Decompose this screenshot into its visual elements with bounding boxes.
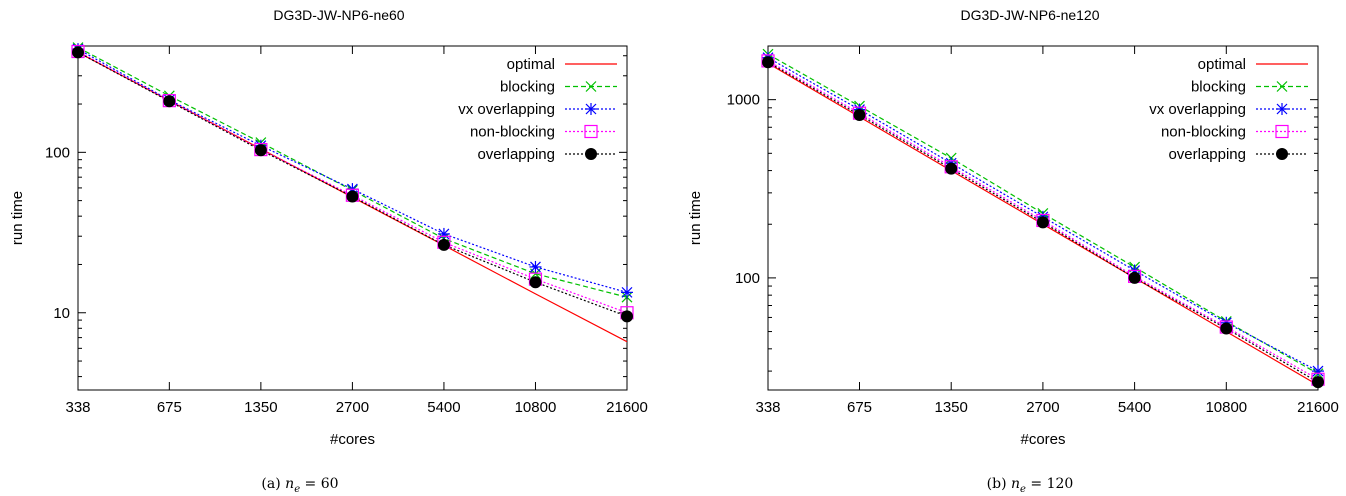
data-point [529,260,542,273]
data-point [346,190,359,203]
legend-item: overlapping [477,146,617,163]
data-point [437,227,450,240]
data-point [621,310,633,323]
legend-label: vx overlapping [458,101,555,118]
x-tick-label: 338 [65,399,90,416]
x-tick-label: 10800 [515,399,557,416]
legend-item: blocking [1191,79,1308,96]
x-axis-label: #cores [1020,431,1065,448]
data-point [72,46,84,59]
legend-label: vx overlapping [1149,101,1246,118]
y-axis-label: run time [9,191,26,245]
legend-marker [1276,81,1288,92]
legend-item: vx overlapping [1149,101,1308,118]
y-tick-label: 100 [735,270,760,287]
legend-marker [585,148,597,160]
x-tick-label: 1350 [935,399,968,416]
caption-sub: e [294,484,300,495]
plot-frame [77,45,628,391]
y-axis-ticks: 100 1000 [727,92,1318,372]
x-tick-label: 2700 [336,399,369,416]
data-point [1128,271,1141,284]
x-axis-ticks: 338 675 1350 2700 5400 10800 21600 [65,46,648,416]
x-tick-label: 5400 [1118,399,1151,416]
caption-var: n [1011,476,1020,492]
x-tick-label: 21600 [606,399,648,416]
data-point [853,109,866,122]
legend-item: optimal [1198,56,1308,73]
legend-marker [585,81,597,92]
figure-caption: (a) ne = 60 [261,476,338,495]
legend-item: optimal [507,56,617,73]
x-tick-label: 21600 [1297,399,1339,416]
legend: optimal blocking vx overlapping non-blockin… [1149,56,1308,163]
legend-marker [1276,103,1288,115]
caption-rest: = 120 [1026,476,1073,492]
chart-title: DG3D-JW-NP6-ne60 [273,7,404,23]
data-point [762,56,774,69]
legend-label: optimal [1198,56,1246,73]
caption-rest: = 60 [300,476,338,492]
legend-marker [1276,148,1288,160]
legend-label: overlapping [1168,146,1246,163]
data-point [1312,376,1324,389]
figure-caption: (b) ne = 120 [987,476,1074,495]
legend-label: blocking [1191,79,1246,96]
x-tick-label: 675 [157,399,182,416]
x-tick-label: 675 [847,399,872,416]
legend-marker [585,103,597,115]
data-point [945,162,958,175]
markers-group [761,48,1325,389]
caption-prefix: (a) [261,476,285,492]
chart-2: DG3D-JW-NP6-ne120 338 675 1350 2700 5400 10800… [687,7,1339,495]
legend-label: non-blocking [1161,124,1246,141]
legend-marker [1275,124,1289,139]
chart-1: DG3D-JW-NP6-ne60 338 675 1350 2700 5400 10800 2… [9,7,648,495]
legend-label: overlapping [477,146,555,163]
caption-sub: e [1020,484,1026,495]
markers-group [71,42,634,323]
data-point [1036,216,1049,229]
legend-marker [584,124,598,139]
data-point [163,95,176,108]
x-tick-label: 10800 [1205,399,1247,416]
x-axis-label: #cores [330,431,375,448]
legend-item: blocking [500,79,617,96]
x-tick-label: 5400 [427,399,460,416]
x-axis-ticks: 338 675 1350 2700 5400 10800 21600 [755,46,1339,416]
legend-item: non-blocking [470,124,617,141]
caption-prefix: (b) [987,476,1011,492]
legend: optimal blocking vx overlapping non-blockin… [458,56,617,163]
data-point [1220,322,1233,335]
caption-var: n [285,476,294,492]
legend-label: optimal [507,56,555,73]
y-tick-label: 10 [53,305,70,322]
legend-item: non-blocking [1161,124,1308,141]
y-tick-label: 1000 [727,92,760,109]
legend-label: blocking [500,79,555,96]
legend-item: overlapping [1168,146,1308,163]
data-point [621,286,633,299]
y-axis-ticks: 10 100 [45,55,627,378]
data-point [437,238,450,251]
x-tick-label: 2700 [1026,399,1059,416]
x-tick-label: 338 [755,399,780,416]
data-point [1312,365,1324,378]
y-axis-label: run time [687,191,704,245]
data-point [254,144,267,157]
data-point [529,276,542,289]
chart-title: DG3D-JW-NP6-ne120 [960,7,1099,23]
legend-label: non-blocking [470,124,555,141]
y-tick-label: 100 [45,144,70,161]
x-tick-label: 1350 [244,399,277,416]
legend-item: vx overlapping [458,101,617,118]
